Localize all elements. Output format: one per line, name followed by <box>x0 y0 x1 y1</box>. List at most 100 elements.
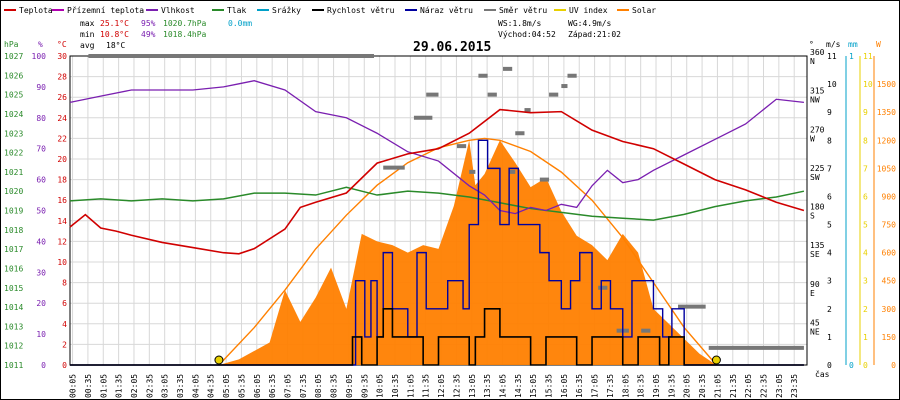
solar-tick-label: 600 <box>882 249 897 258</box>
chart-marks <box>69 54 805 366</box>
legend-label-smer: Směr větru <box>499 6 547 15</box>
x-tick-label: 22:35 <box>759 374 768 398</box>
x-tick-label: 16:35 <box>575 374 584 398</box>
legend-label-tlak: Tlak <box>227 6 246 15</box>
legend-label-pocitova: Přízemní teplota <box>67 6 144 15</box>
press-tick-label: 1016 <box>4 264 23 273</box>
wind-dir-cardinal-label: SE <box>810 250 820 259</box>
x-tick-label: 15:05 <box>529 374 538 398</box>
x-tick-label: 06:05 <box>253 374 262 398</box>
hum-tick-label: 80 <box>36 114 46 123</box>
uv-tick-label: 8 <box>863 136 868 145</box>
x-tick-label: 11:05 <box>406 374 415 398</box>
uv-tick-label: 5 <box>863 221 868 230</box>
uv-tick-label: 4 <box>863 249 868 258</box>
stats-block: max 25.1°C 95% 1020.7hPa 0.0mm min 10.8°… <box>80 19 621 50</box>
x-tick-label: 22:05 <box>744 374 753 398</box>
stat-min-hum: 49% <box>141 30 156 39</box>
temp-tick-label: 10 <box>57 258 67 267</box>
teplota-line <box>69 108 805 255</box>
wind-dir-unit: ° <box>809 40 814 49</box>
stat-max-label: max <box>80 19 95 28</box>
press-tick-label: 1011 <box>4 361 23 370</box>
wind-dir-cardinal-label: S <box>810 212 815 221</box>
temp-tick-label: 28 <box>57 73 67 82</box>
temp-tick-label: 0 <box>62 361 67 370</box>
uv-tick-label: 2 <box>863 305 868 314</box>
uv-tick-label: 1 <box>863 333 868 342</box>
press-tick-label: 1021 <box>4 168 23 177</box>
chart-title: 29.06.2015 <box>413 40 491 55</box>
stat-max-temp: 25.1°C <box>100 19 129 28</box>
x-tick-label: 19:35 <box>667 374 676 398</box>
wind-dir-tick-label: 315 <box>810 87 825 96</box>
stat-min-temp: 10.8°C <box>100 30 129 39</box>
press-tick-label: 1017 <box>4 245 23 254</box>
x-tick-label: 06:35 <box>268 374 277 398</box>
tlak-line <box>69 186 805 221</box>
press-tick-label: 1020 <box>4 187 23 196</box>
x-tick-label: 15:35 <box>545 374 554 398</box>
stat-max-press: 1020.7hPa <box>163 19 207 28</box>
x-tick-label: 08:35 <box>330 374 339 398</box>
stat-rain: 0.0mm <box>228 19 252 28</box>
wind-tick-label: 9 <box>827 108 832 117</box>
x-tick-label: 18:35 <box>637 374 646 398</box>
stat-ws: WS:1.8m/s <box>498 19 542 28</box>
press-tick-label: 1012 <box>4 342 23 351</box>
x-tick-label: 10:05 <box>376 374 385 398</box>
press-tick-label: 1026 <box>4 71 23 80</box>
x-tick-label: 00:05 <box>69 374 78 398</box>
stat-wg: WG:4.9m/s <box>568 19 612 28</box>
temp-tick-label: 24 <box>57 114 67 123</box>
uv-tick-label: 3 <box>863 277 868 286</box>
x-tick-label: 16:05 <box>560 374 569 398</box>
x-axis-label: čas <box>815 369 830 379</box>
press-tick-label: 1024 <box>4 110 23 119</box>
hum-tick-label: 60 <box>36 176 46 185</box>
x-tick-label: 02:35 <box>145 374 154 398</box>
temp-tick-label: 12 <box>57 237 67 246</box>
wind-dir-cardinal-label: N <box>810 57 815 66</box>
hum-tick-label: 100 <box>32 52 47 61</box>
temp-tick-label: 20 <box>57 155 67 164</box>
wind-dir-cardinal-label: NW <box>810 96 820 105</box>
x-tick-label: 04:05 <box>191 374 200 398</box>
press-tick-label: 1022 <box>4 149 23 158</box>
uv-tick-label: 7 <box>863 164 868 173</box>
x-tick-label: 05:35 <box>237 374 246 398</box>
solar-tick-label: 450 <box>882 277 897 286</box>
hum-tick-label: 10 <box>36 330 46 339</box>
wind-tick-label: 3 <box>827 277 832 286</box>
x-tick-label: 01:05 <box>99 374 108 398</box>
x-tick-label: 19:05 <box>652 374 661 398</box>
x-tick-label: 12:35 <box>452 374 461 398</box>
wind-tick-label: 1 <box>827 333 832 342</box>
x-tick-label: 03:05 <box>161 374 170 398</box>
uv-tick-label: 10 <box>863 80 873 89</box>
temp-tick-label: 26 <box>57 93 67 102</box>
x-tick-label: 21:35 <box>729 374 738 398</box>
hum-tick-label: 70 <box>36 145 46 154</box>
uv-tick-label: 11 <box>863 52 873 61</box>
temp-tick-label: 16 <box>57 196 67 205</box>
wind-tick-label: 11 <box>827 52 837 61</box>
stat-max-hum: 95% <box>141 19 156 28</box>
wind-dir-tick-label: 180 <box>810 203 825 212</box>
x-tick-label: 23:05 <box>775 374 784 398</box>
wind-dir-cardinal-label: SW <box>810 173 820 182</box>
solar-tick-label: 1350 <box>877 108 896 117</box>
solar-tick-label: 1050 <box>877 164 896 173</box>
stat-min-press: 1018.4hPa <box>163 30 207 39</box>
x-tick-label: 13:35 <box>483 374 492 398</box>
hum-unit: % <box>38 40 43 49</box>
press-tick-label: 1014 <box>4 303 23 312</box>
stat-avg-label: avg <box>80 41 95 50</box>
wind-tick-label: 2 <box>827 305 832 314</box>
x-tick-label: 14:05 <box>498 374 507 398</box>
rain-unit: mm <box>848 40 858 49</box>
x-tick-label: 07:35 <box>299 374 308 398</box>
wind-tick-label: 4 <box>827 249 832 258</box>
naraz-line <box>70 139 804 366</box>
